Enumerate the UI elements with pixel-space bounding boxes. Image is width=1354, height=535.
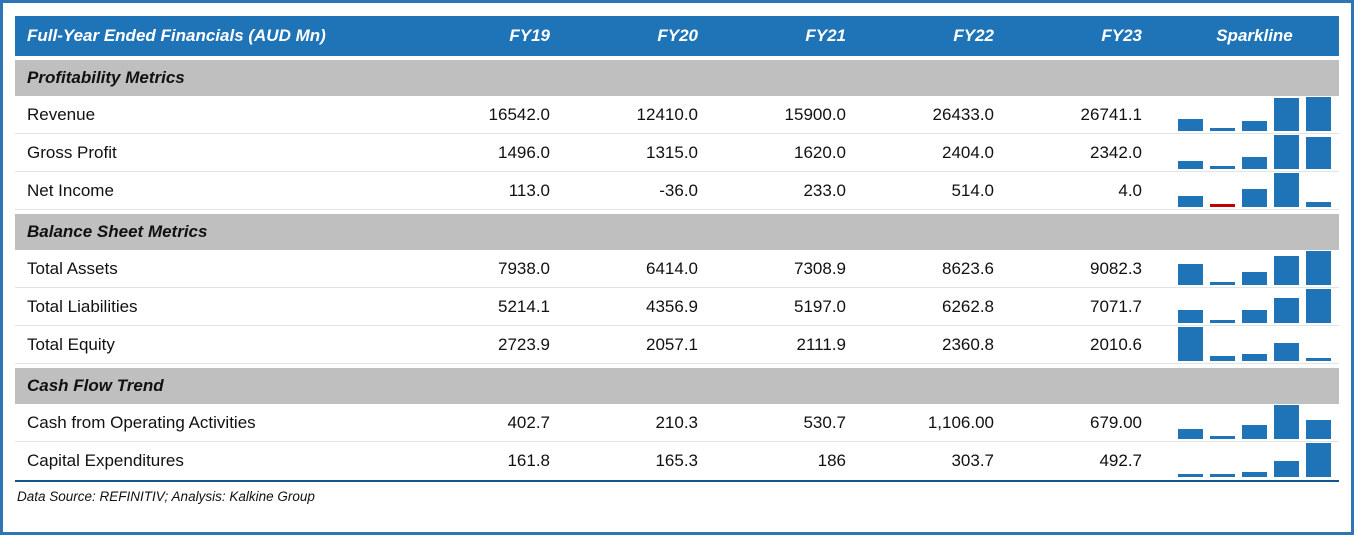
metric-label: Total Liabilities bbox=[27, 297, 138, 316]
value-cell: 26433.0 bbox=[932, 105, 994, 124]
value-cell: 4.0 bbox=[1118, 181, 1142, 200]
value-cell: 7308.9 bbox=[794, 259, 846, 278]
table-row: Capital Expenditures 161.8 165.3 186 303… bbox=[15, 442, 1339, 480]
metric-label: Cash from Operating Activities bbox=[27, 413, 256, 432]
value-cell: 12410.0 bbox=[636, 105, 698, 124]
value-cell: 9082.3 bbox=[1090, 259, 1142, 278]
value-cell: 161.8 bbox=[507, 451, 550, 470]
value-cell: 26741.1 bbox=[1080, 105, 1142, 124]
value-cell: 2723.9 bbox=[498, 335, 550, 354]
table-row: Total Liabilities 5214.1 4356.9 5197.0 6… bbox=[15, 288, 1339, 326]
value-cell: 210.3 bbox=[655, 413, 698, 432]
sparkline bbox=[1170, 326, 1339, 364]
value-cell: 6414.0 bbox=[646, 259, 698, 278]
section-header-cash-flow: Cash Flow Trend bbox=[15, 368, 1339, 404]
value-cell: 1,106.00 bbox=[927, 413, 994, 432]
column-header-fy23: FY23 bbox=[1101, 26, 1142, 45]
value-cell: 402.7 bbox=[507, 413, 550, 432]
value-cell: 679.00 bbox=[1090, 413, 1142, 432]
value-cell: 1496.0 bbox=[498, 143, 550, 162]
value-cell: 1315.0 bbox=[646, 143, 698, 162]
value-cell: 2404.0 bbox=[942, 143, 994, 162]
value-cell: 2010.6 bbox=[1090, 335, 1142, 354]
sparkline bbox=[1170, 134, 1339, 172]
metric-label: Net Income bbox=[27, 181, 114, 200]
metric-label: Gross Profit bbox=[27, 143, 117, 162]
value-cell: 8623.6 bbox=[942, 259, 994, 278]
column-header-sparkline: Sparkline bbox=[1216, 26, 1293, 45]
value-cell: -36.0 bbox=[659, 181, 698, 200]
table-row: Cash from Operating Activities 402.7 210… bbox=[15, 404, 1339, 442]
sparkline bbox=[1170, 96, 1339, 134]
column-header-fy21: FY21 bbox=[805, 26, 846, 45]
table-title: Full-Year Ended Financials (AUD Mn) bbox=[27, 26, 326, 45]
value-cell: 113.0 bbox=[508, 181, 550, 200]
sparkline bbox=[1170, 404, 1339, 442]
metric-label: Revenue bbox=[27, 105, 96, 124]
value-cell: 5214.1 bbox=[498, 297, 550, 316]
value-cell: 165.3 bbox=[655, 451, 698, 470]
table-row: Revenue 16542.0 12410.0 15900.0 26433.0 … bbox=[15, 96, 1339, 134]
table-row: Gross Profit 1496.0 1315.0 1620.0 2404.0… bbox=[15, 134, 1339, 172]
sparkline bbox=[1170, 172, 1339, 210]
column-header-fy22: FY22 bbox=[953, 26, 994, 45]
value-cell: 514.0 bbox=[951, 181, 994, 200]
value-cell: 7938.0 bbox=[498, 259, 550, 278]
value-cell: 233.0 bbox=[803, 181, 846, 200]
section-header-balance-sheet: Balance Sheet Metrics bbox=[15, 214, 1339, 250]
value-cell: 1620.0 bbox=[794, 143, 846, 162]
sparkline bbox=[1170, 250, 1339, 288]
value-cell: 2057.1 bbox=[646, 335, 698, 354]
column-header-fy19: FY19 bbox=[509, 26, 550, 45]
value-cell: 2342.0 bbox=[1090, 143, 1142, 162]
value-cell: 186 bbox=[817, 451, 846, 470]
value-cell: 4356.9 bbox=[646, 297, 698, 316]
financials-table: Full-Year Ended Financials (AUD Mn) FY19… bbox=[15, 16, 1339, 482]
value-cell: 492.7 bbox=[1099, 451, 1142, 470]
sparkline bbox=[1170, 288, 1339, 326]
value-cell: 15900.0 bbox=[784, 105, 846, 124]
value-cell: 2111.9 bbox=[796, 335, 846, 354]
value-cell: 6262.8 bbox=[942, 297, 994, 316]
column-header-fy20: FY20 bbox=[657, 26, 698, 45]
value-cell: 530.7 bbox=[803, 413, 846, 432]
value-cell: 2360.8 bbox=[942, 335, 994, 354]
section-header-profitability: Profitability Metrics bbox=[15, 60, 1339, 96]
value-cell: 303.7 bbox=[951, 451, 994, 470]
table-row: Total Assets 7938.0 6414.0 7308.9 8623.6… bbox=[15, 250, 1339, 288]
value-cell: 5197.0 bbox=[794, 297, 846, 316]
value-cell: 16542.0 bbox=[488, 105, 550, 124]
sparkline bbox=[1170, 442, 1339, 480]
value-cell: 7071.7 bbox=[1090, 297, 1142, 316]
data-source-note: Data Source: REFINITIV; Analysis: Kalkin… bbox=[17, 489, 315, 504]
table-header-row: Full-Year Ended Financials (AUD Mn) FY19… bbox=[15, 16, 1339, 56]
table-row: Net Income 113.0 -36.0 233.0 514.0 4.0 bbox=[15, 172, 1339, 210]
metric-label: Total Equity bbox=[27, 335, 115, 354]
metric-label: Total Assets bbox=[27, 259, 118, 278]
table-row: Total Equity 2723.9 2057.1 2111.9 2360.8… bbox=[15, 326, 1339, 364]
metric-label: Capital Expenditures bbox=[27, 451, 184, 470]
